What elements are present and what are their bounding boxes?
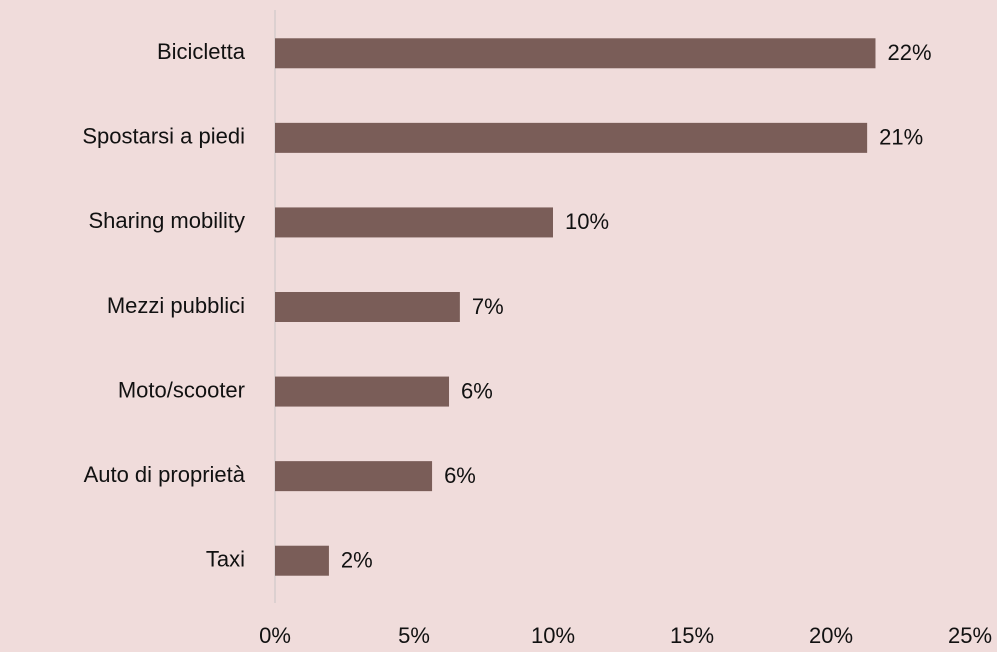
y-tick-label: Mezzi pubblici xyxy=(107,293,245,318)
value-label: 6% xyxy=(461,378,493,403)
bar xyxy=(275,461,433,492)
bar xyxy=(275,545,329,576)
y-tick-label: Bicicletta xyxy=(157,39,246,64)
value-label: 22% xyxy=(887,40,931,65)
bar xyxy=(275,292,460,322)
x-tick-label: 25% xyxy=(948,623,992,648)
value-label: 6% xyxy=(444,463,476,488)
value-label: 7% xyxy=(472,294,504,319)
y-tick-label: Sharing mobility xyxy=(88,208,245,233)
bar xyxy=(275,38,876,69)
y-tick-label: Taxi xyxy=(206,547,245,572)
x-tick-label: 15% xyxy=(670,623,714,648)
x-tick-label: 20% xyxy=(809,623,853,648)
x-tick-label: 10% xyxy=(531,623,575,648)
bar xyxy=(275,207,553,238)
y-tick-label: Moto/scooter xyxy=(118,377,245,402)
value-label: 10% xyxy=(565,209,609,234)
value-label: 21% xyxy=(879,125,923,150)
y-tick-label: Auto di proprietà xyxy=(84,462,246,487)
bar xyxy=(275,122,868,153)
value-label: 2% xyxy=(341,548,373,573)
bar xyxy=(275,376,450,407)
y-tick-label: Spostarsi a piedi xyxy=(82,124,245,149)
x-tick-label: 5% xyxy=(398,623,430,648)
x-tick-label: 0% xyxy=(259,623,291,648)
